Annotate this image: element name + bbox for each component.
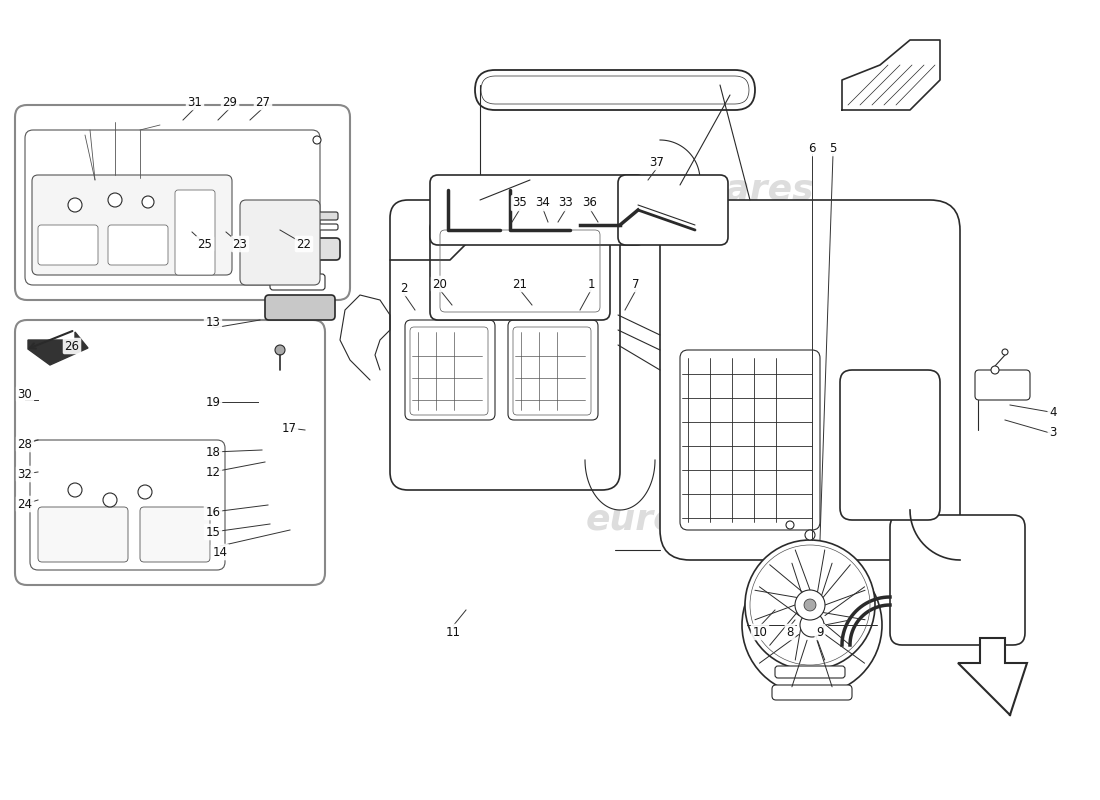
Circle shape [805, 530, 815, 540]
FancyBboxPatch shape [975, 370, 1030, 400]
FancyBboxPatch shape [772, 685, 852, 700]
Circle shape [1002, 349, 1008, 355]
FancyBboxPatch shape [270, 274, 324, 290]
Text: 17: 17 [282, 422, 297, 434]
FancyBboxPatch shape [15, 320, 324, 585]
Text: 11: 11 [446, 626, 461, 638]
FancyBboxPatch shape [278, 224, 338, 230]
Text: 22: 22 [297, 238, 311, 250]
FancyBboxPatch shape [776, 666, 845, 678]
FancyBboxPatch shape [32, 175, 232, 275]
Text: 1: 1 [587, 278, 595, 290]
FancyBboxPatch shape [175, 190, 214, 275]
Text: 6: 6 [808, 142, 816, 154]
FancyBboxPatch shape [660, 200, 960, 560]
Text: 29: 29 [222, 95, 238, 109]
Text: 15: 15 [206, 526, 220, 538]
Text: 9: 9 [816, 626, 824, 638]
Circle shape [314, 136, 321, 144]
FancyBboxPatch shape [39, 225, 98, 265]
Circle shape [800, 613, 824, 637]
Circle shape [804, 599, 816, 611]
FancyBboxPatch shape [390, 200, 620, 490]
Text: 12: 12 [206, 466, 220, 478]
Polygon shape [28, 332, 88, 365]
Text: 14: 14 [212, 546, 228, 558]
FancyBboxPatch shape [508, 320, 598, 420]
Text: 19: 19 [206, 395, 220, 409]
FancyBboxPatch shape [25, 130, 320, 285]
FancyBboxPatch shape [30, 440, 225, 570]
FancyBboxPatch shape [618, 175, 728, 245]
Text: 31: 31 [188, 95, 202, 109]
Circle shape [742, 555, 882, 695]
Text: 24: 24 [18, 498, 33, 510]
FancyBboxPatch shape [140, 507, 210, 562]
Text: 30: 30 [18, 387, 32, 401]
Text: 37: 37 [650, 155, 664, 169]
Circle shape [68, 483, 82, 497]
Text: 34: 34 [536, 197, 550, 210]
Circle shape [991, 366, 999, 374]
Text: eurospares: eurospares [86, 473, 315, 507]
FancyBboxPatch shape [15, 105, 350, 300]
Text: eurospares: eurospares [86, 193, 315, 227]
Text: 21: 21 [513, 278, 528, 290]
Text: 33: 33 [559, 197, 573, 210]
FancyBboxPatch shape [475, 70, 755, 110]
Text: 25: 25 [198, 238, 212, 250]
Text: 32: 32 [18, 467, 32, 481]
Polygon shape [958, 638, 1027, 715]
FancyBboxPatch shape [680, 350, 820, 530]
Text: eurospares: eurospares [585, 173, 814, 207]
Text: 26: 26 [65, 339, 79, 353]
Text: 35: 35 [513, 197, 527, 210]
FancyBboxPatch shape [108, 225, 168, 265]
Circle shape [795, 590, 825, 620]
Text: 23: 23 [232, 238, 248, 250]
FancyBboxPatch shape [39, 507, 128, 562]
Circle shape [745, 540, 874, 670]
Circle shape [275, 345, 285, 355]
Text: 4: 4 [1049, 406, 1057, 418]
Text: 5: 5 [829, 142, 837, 154]
FancyBboxPatch shape [430, 220, 610, 320]
Circle shape [786, 521, 794, 529]
FancyBboxPatch shape [278, 212, 338, 220]
Circle shape [108, 193, 122, 207]
Text: 13: 13 [206, 315, 220, 329]
Text: 7: 7 [632, 278, 640, 290]
FancyBboxPatch shape [270, 238, 340, 260]
Text: 3: 3 [1049, 426, 1057, 439]
Text: 10: 10 [752, 626, 768, 638]
Circle shape [68, 198, 82, 212]
Circle shape [142, 196, 154, 208]
Circle shape [138, 485, 152, 499]
Text: 28: 28 [18, 438, 32, 450]
Text: 2: 2 [400, 282, 408, 294]
Text: 27: 27 [255, 95, 271, 109]
Text: 16: 16 [206, 506, 220, 518]
Text: 18: 18 [206, 446, 220, 458]
Text: eurospares: eurospares [585, 503, 814, 537]
Text: 36: 36 [583, 197, 597, 210]
Text: 8: 8 [786, 626, 794, 638]
FancyBboxPatch shape [840, 370, 940, 520]
Circle shape [103, 493, 117, 507]
FancyBboxPatch shape [430, 175, 645, 245]
FancyBboxPatch shape [405, 320, 495, 420]
FancyBboxPatch shape [890, 515, 1025, 645]
FancyBboxPatch shape [265, 295, 336, 320]
FancyBboxPatch shape [240, 200, 320, 285]
Text: 20: 20 [432, 278, 448, 290]
Polygon shape [842, 40, 940, 110]
